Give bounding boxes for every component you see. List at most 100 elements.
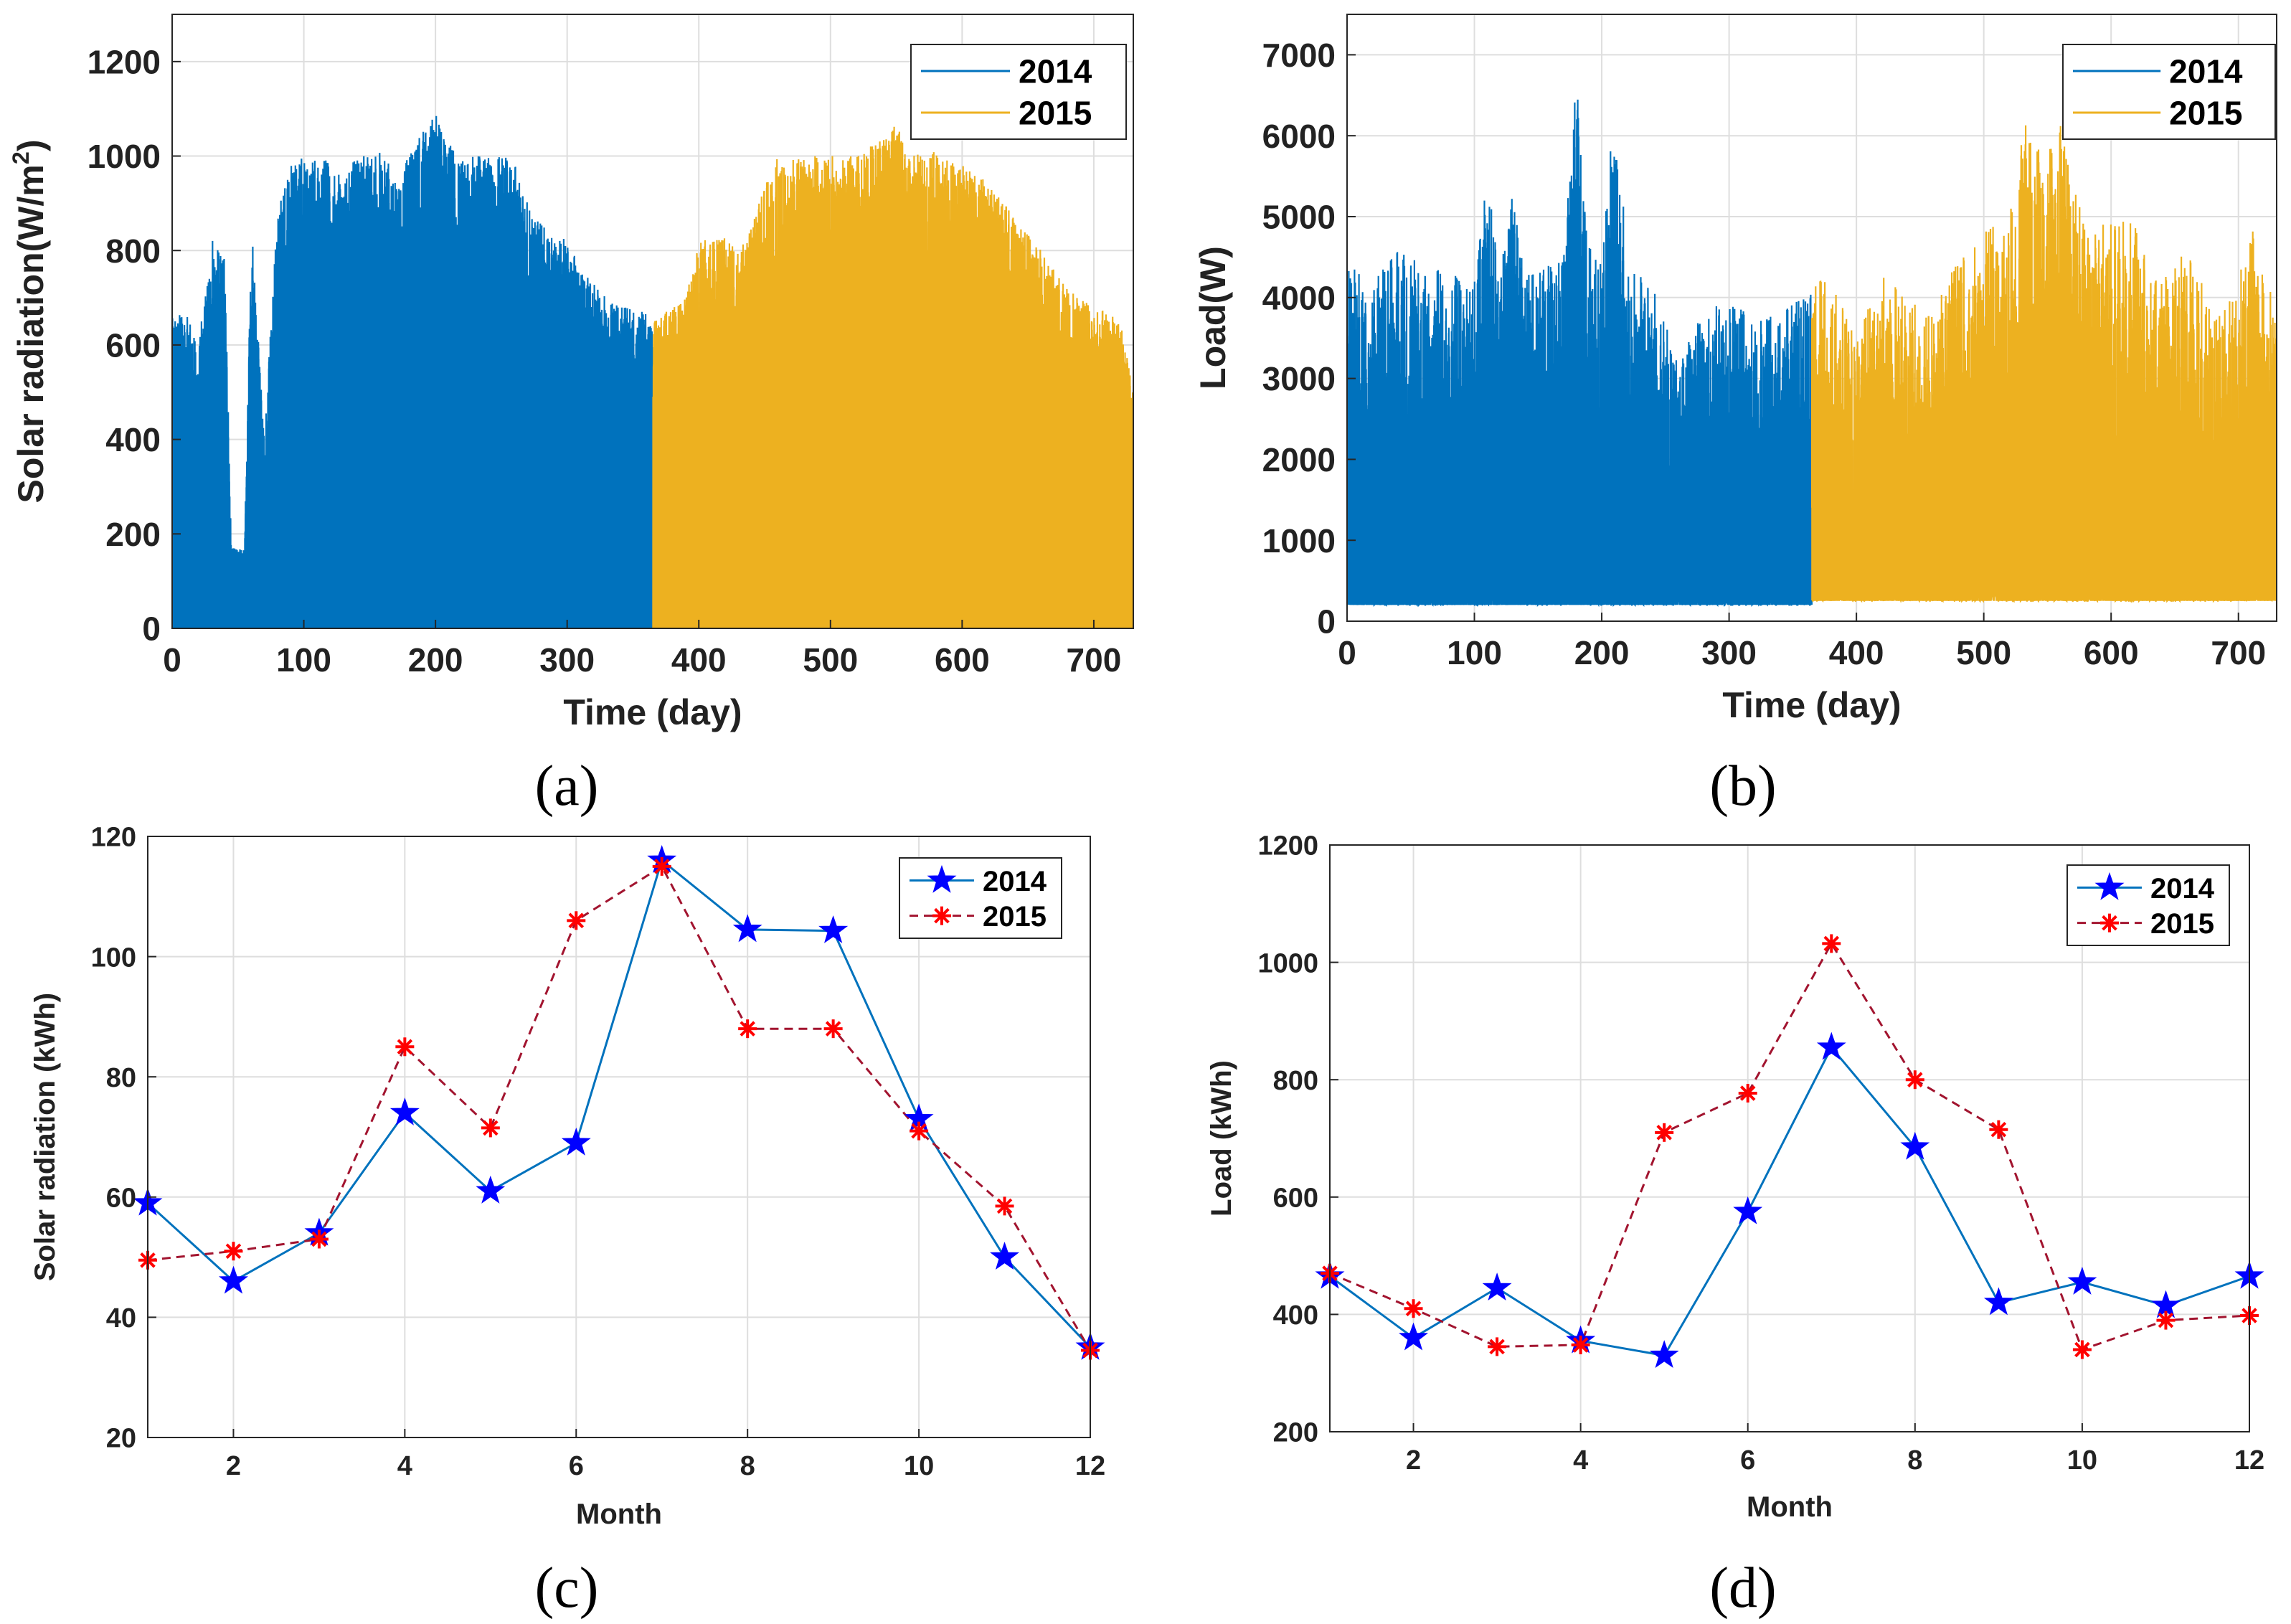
y-tick-label: 1000 (1257, 948, 1318, 978)
legend-label-2015: 2015 (2169, 95, 2242, 132)
x-tick-label: 100 (1447, 634, 1502, 671)
x-tick-label: 8 (740, 1451, 755, 1481)
point-2015-month-3 (1488, 1337, 1507, 1356)
legend-label-2014: 2014 (983, 866, 1047, 897)
x-tick-label: 500 (803, 641, 858, 679)
asterisk-stroke (311, 1231, 327, 1247)
axes-box (1329, 844, 2250, 1432)
asterisk-stroke (911, 1123, 927, 1139)
y-axis-label-main: Solar radiation(W/m (11, 164, 51, 503)
y-tick-label: 60 (106, 1183, 136, 1213)
asterisk-stroke (1907, 1072, 1923, 1087)
point-2015-month-5 (481, 1118, 500, 1138)
x-tick-label: 4 (1573, 1445, 1588, 1476)
y-tick-label: 20 (106, 1424, 136, 1454)
data-layer (172, 115, 1133, 628)
axes-box (147, 836, 1091, 1438)
legend-box (2066, 864, 2230, 946)
point-2014-month-10 (2067, 1266, 2097, 1295)
y-tick-label: 7000 (1262, 37, 1336, 74)
point-2014-month-2 (218, 1265, 248, 1294)
asterisk-stroke (2158, 1312, 2174, 1328)
x-tick-label: 600 (2084, 634, 2139, 671)
x-tick-label: 8 (1907, 1445, 1922, 1476)
legend-label-2015: 2015 (983, 901, 1047, 933)
point-2015-month-6 (567, 911, 586, 930)
y-axis-label-main: Load(W) (1193, 246, 1233, 390)
y-tick-label: 800 (105, 232, 161, 270)
asterisk-stroke (1489, 1339, 1505, 1355)
y-tick-label: 600 (1273, 1183, 1318, 1213)
y-tick-label: 400 (105, 421, 161, 458)
asterisk-stroke (740, 1021, 755, 1037)
point-2015-month-9 (1989, 1120, 2008, 1139)
y-tick-label: 3000 (1262, 360, 1336, 397)
asterisk-stroke (1656, 1125, 1672, 1141)
x-tick-label: 400 (671, 641, 727, 679)
asterisk-stroke (934, 907, 950, 924)
y-tick-label: 6000 (1262, 118, 1336, 155)
point-2014-month-2 (1399, 1322, 1429, 1351)
y-tick-label: 100 (91, 943, 136, 973)
asterisk-stroke (2074, 1341, 2090, 1358)
point-2014-month-7 (1816, 1031, 1846, 1060)
x-tick-label: 700 (2211, 634, 2266, 671)
legend-label-2014: 2014 (2169, 53, 2243, 90)
x-tick-label: 600 (935, 641, 990, 679)
asterisk-stroke (1405, 1300, 1422, 1316)
panel-caption: (d) (1709, 1557, 1776, 1620)
point-2015-month-10 (2072, 1340, 2092, 1359)
y-tick-label: 1000 (88, 138, 161, 175)
x-axis-label: Time (day) (563, 692, 742, 732)
x-tick-label: 4 (397, 1451, 412, 1481)
panel-caption: (a) (535, 755, 599, 818)
y-tick-label: 600 (105, 326, 161, 364)
asterisk-stroke (397, 1039, 413, 1055)
asterisk-stroke (2102, 915, 2117, 931)
point-2014-month-6 (1733, 1196, 1763, 1224)
y-tick-label: 800 (1273, 1066, 1318, 1096)
legend: 2014 2015 (899, 857, 1062, 939)
legend-marker-2015 (932, 906, 951, 925)
y-axis-label-main: Solar radiation (kWh) (29, 993, 61, 1281)
legend-label-2015: 2015 (1019, 95, 1092, 132)
x-tick-label: 100 (276, 641, 331, 679)
y-tick-label: 2000 (1262, 441, 1336, 478)
panel-caption: (b) (1709, 755, 1776, 818)
x-tick-label: 0 (163, 641, 181, 679)
y-tick-label: 0 (142, 610, 161, 648)
data-layer (1330, 941, 2249, 1357)
point-2014-month-8 (732, 914, 762, 943)
point-2015-month-8 (1905, 1070, 1924, 1090)
asterisk-stroke (996, 1198, 1013, 1214)
point-2015-month-2 (1404, 1299, 1423, 1318)
x-tick-label: 400 (1829, 634, 1884, 671)
y-tick-label: 0 (1317, 603, 1336, 641)
point-2014-month-9 (1983, 1287, 2013, 1316)
asterisk-stroke (568, 912, 585, 929)
x-tick-label: 6 (569, 1451, 584, 1481)
data-layer (1347, 99, 2277, 608)
x-tick-label: 12 (2234, 1445, 2264, 1476)
y-axis-label: Solar radiation(W/m2) (8, 140, 51, 504)
x-tick-label: 10 (2067, 1445, 2097, 1476)
asterisk-stroke (1739, 1085, 1756, 1101)
data-layer (148, 858, 1090, 1351)
x-axis-label: Time (day) (1722, 685, 1901, 725)
asterisk-stroke (1572, 1337, 1589, 1353)
y-axis-label-close: ) (11, 140, 51, 152)
y-tick-label: 120 (91, 823, 136, 853)
series-2014-line (1330, 1045, 2249, 1357)
chart-d-load-monthly: 2 4 6 8 10 12 200 400 600 800 1000 1200 Month Load (k… (1206, 831, 2264, 1620)
x-tick-label: 10 (904, 1451, 934, 1481)
y-tick-label: 80 (106, 1063, 136, 1093)
series-2014-line (1347, 99, 1813, 608)
series-2015-line (148, 864, 1090, 1351)
series-2015-line (652, 126, 1133, 628)
legend-box (2062, 44, 2276, 140)
chart-b-load-daily: 0 100 200 300 400 500 600 700010002000300040005… (1193, 14, 2277, 818)
legend-marker-2015 (2099, 913, 2119, 933)
